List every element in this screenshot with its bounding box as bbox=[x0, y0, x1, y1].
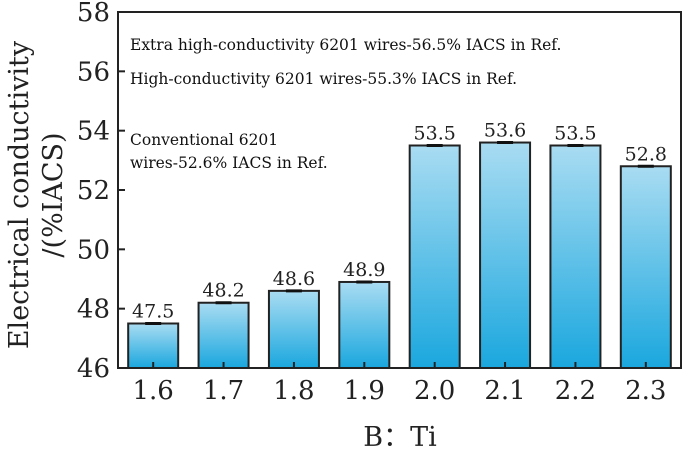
y-tick-label: 56 bbox=[77, 57, 110, 87]
annotation-extra-high: Extra high-conductivity 6201 wires-56.5%… bbox=[130, 36, 561, 54]
y-tick-label: 58 bbox=[77, 0, 110, 28]
x-axis-title: B：Ti bbox=[363, 422, 437, 453]
bar bbox=[267, 289, 320, 369]
bar bbox=[127, 322, 180, 369]
y-tick-label: 50 bbox=[77, 235, 110, 265]
annotation-conventional-line2: wires-52.6% IACS in Ref. bbox=[130, 154, 328, 172]
bar bbox=[549, 144, 602, 369]
y-tick-label: 52 bbox=[77, 176, 110, 206]
y-axis-ticks: 46 48 50 52 54 56 58 bbox=[77, 0, 125, 384]
annotation-conventional-line1: Conventional 6201 bbox=[130, 131, 278, 149]
y-axis-title-line1: Electrical conductivity bbox=[4, 40, 35, 349]
y-axis-title-line2: /(%IACS) bbox=[38, 132, 69, 257]
x-tick-label: 2.3 bbox=[625, 376, 666, 406]
x-tick-label: 1.9 bbox=[344, 376, 385, 406]
bar bbox=[197, 301, 250, 370]
value-labels-group: 47.5 48.2 48.6 48.9 53.5 53.6 53.5 52.8 bbox=[132, 120, 667, 323]
bar-value-label: 53.6 bbox=[484, 120, 526, 142]
y-tick-label: 46 bbox=[77, 354, 110, 384]
bar-value-label: 48.6 bbox=[273, 268, 315, 290]
annotation-high: High-conductivity 6201 wires-55.3% IACS … bbox=[130, 70, 517, 88]
y-tick-label: 54 bbox=[77, 117, 110, 147]
x-tick-label: 2.2 bbox=[555, 376, 596, 406]
bar-value-label: 48.9 bbox=[343, 259, 385, 281]
bar bbox=[619, 165, 672, 369]
x-tick-label: 1.6 bbox=[133, 376, 174, 406]
x-tick-label: 2.1 bbox=[484, 376, 525, 406]
bar-value-label: 48.2 bbox=[202, 280, 244, 302]
bar-value-label: 53.5 bbox=[414, 123, 456, 145]
x-tick-label: 2.0 bbox=[414, 376, 455, 406]
x-tick-label: 1.8 bbox=[273, 376, 314, 406]
bar bbox=[479, 141, 532, 369]
bar-value-label: 52.8 bbox=[625, 143, 667, 165]
bars-group bbox=[127, 141, 672, 370]
bar bbox=[408, 144, 461, 369]
y-tick-label: 48 bbox=[77, 295, 110, 325]
x-axis-ticks: 1.6 1.7 1.8 1.9 2.0 2.1 2.2 2.3 bbox=[133, 362, 666, 406]
bar bbox=[338, 280, 391, 370]
bar-value-label: 47.5 bbox=[132, 301, 174, 323]
x-tick-label: 1.7 bbox=[203, 376, 244, 406]
bar-value-label: 53.5 bbox=[554, 123, 596, 145]
